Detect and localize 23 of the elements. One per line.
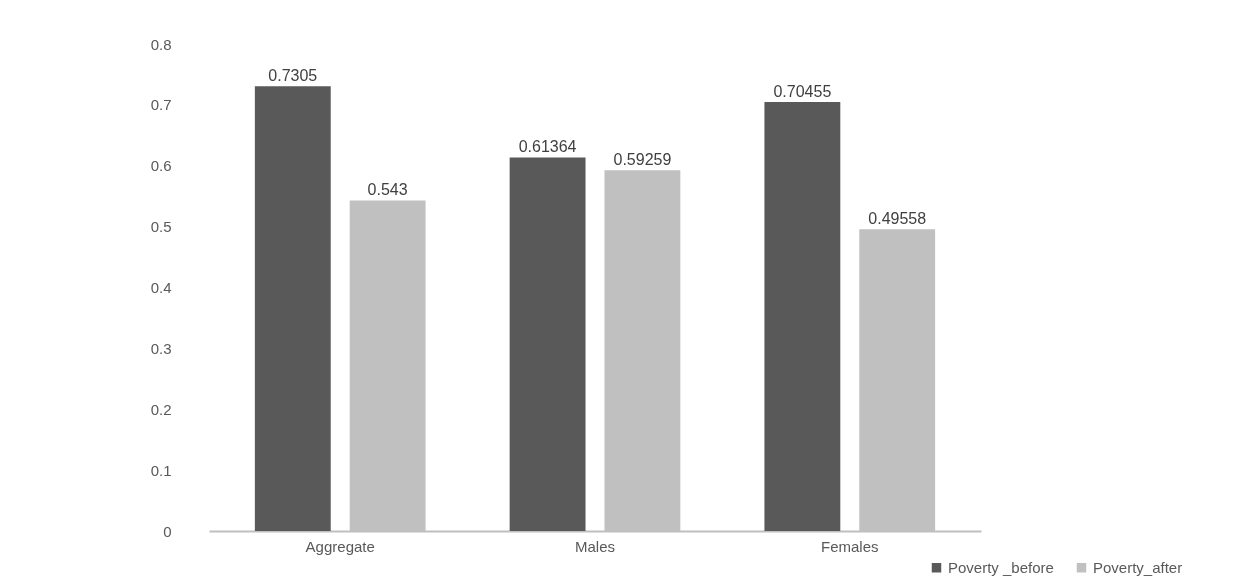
y-tick-label: 0.7 [150,96,172,114]
y-tick-label: 0.3 [150,339,172,357]
y-tick-label: 0.5 [150,218,172,236]
x-tick-label: Females [821,537,879,555]
data-label: 0.543 [367,181,408,199]
legend-label: Poverty_after [1093,558,1183,576]
y-tick-label: 0.4 [150,279,172,296]
data-label: 0.61364 [518,138,577,156]
bar [764,102,841,531]
y-tick-label: 0.2 [150,400,172,418]
bar [254,86,331,531]
y-tick-label: 0 [163,522,172,540]
data-label: 0.49558 [868,210,927,228]
y-tick-label: 0.8 [150,35,172,53]
x-tick-label: Males [574,537,616,555]
x-tick-label: Aggregate [305,537,375,555]
data-label: 0.59259 [613,151,672,169]
bar [509,157,586,531]
legend-label: Poverty _before [948,558,1054,576]
data-label: 0.7305 [268,67,318,85]
data-label: 0.70455 [773,83,832,101]
y-tick-label: 0.1 [150,461,172,479]
y-tick-label: 0.6 [150,157,172,175]
